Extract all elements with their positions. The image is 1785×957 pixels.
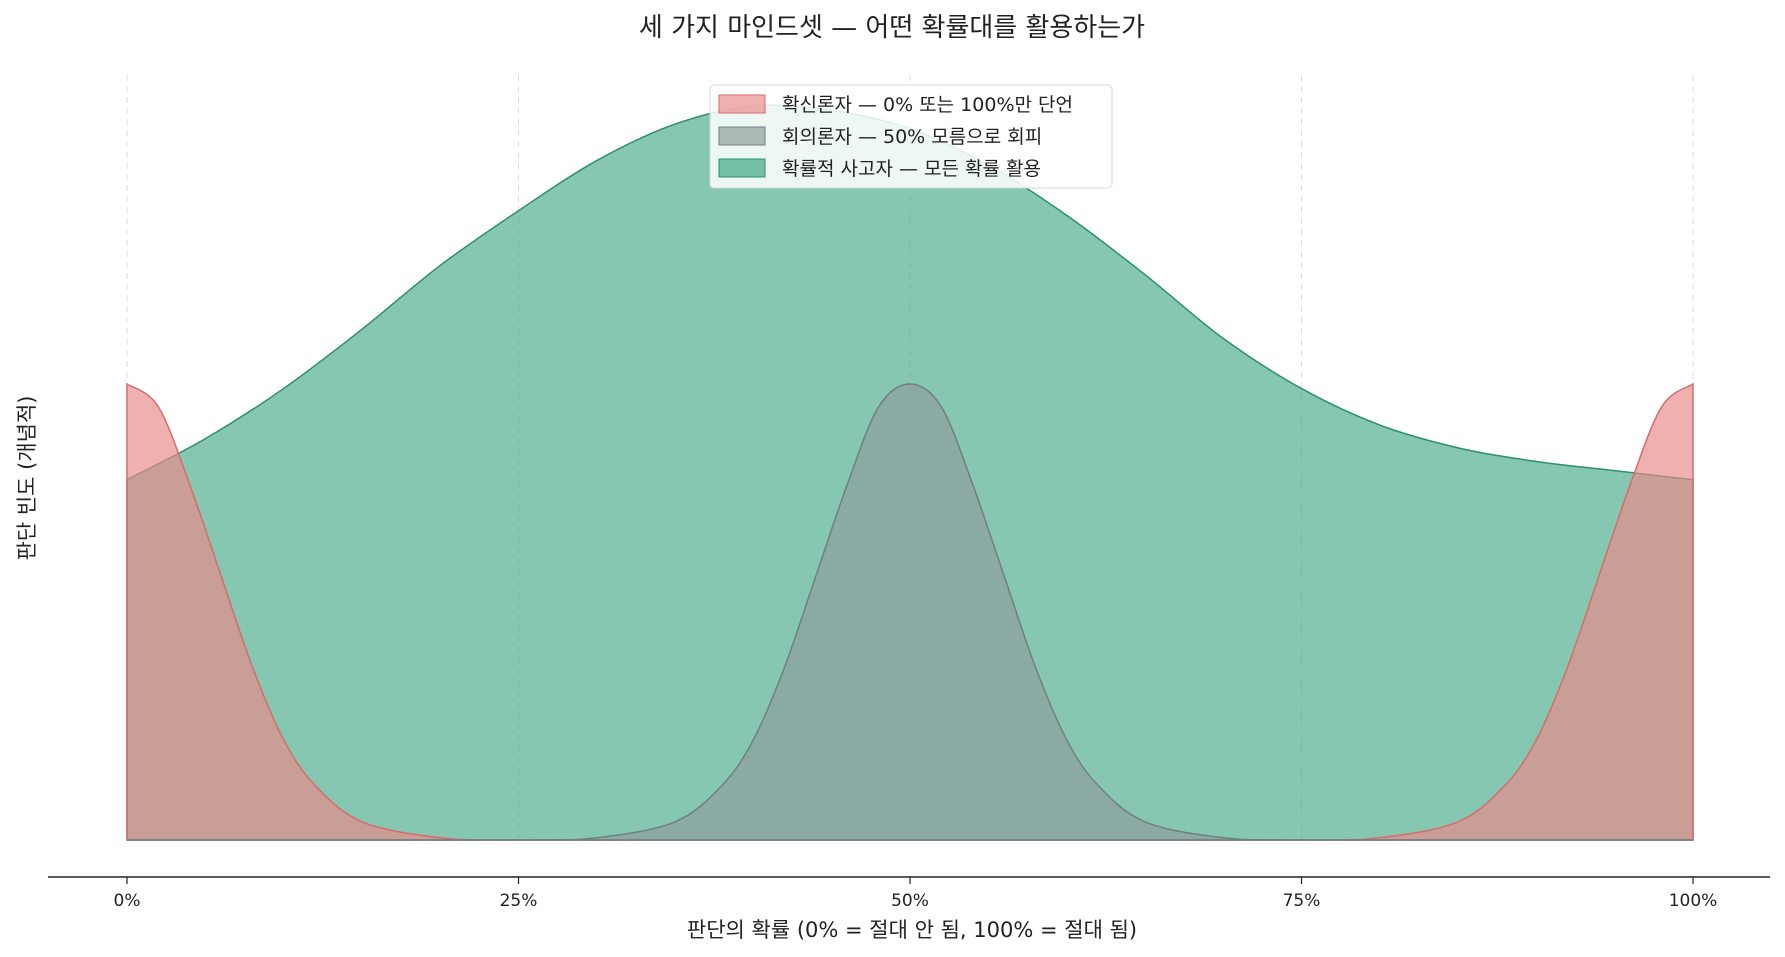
x-tick-label: 75% xyxy=(1283,891,1321,911)
series-areas xyxy=(126,104,1694,841)
legend-label: 확신론자 — 0% 또는 100%만 단언 xyxy=(782,94,1073,116)
legend-swatch xyxy=(718,158,766,178)
legend-label: 확률적 사고자 — 모든 확률 활용 xyxy=(782,158,1041,180)
chart-title: 세 가지 마인드셋 — 어떤 확률대를 활용하는가 xyxy=(639,13,1145,43)
legend-swatch xyxy=(718,126,766,146)
legend-box xyxy=(709,84,1113,189)
series-area-1 xyxy=(126,383,1693,841)
y-axis-label: 판단 빈도 (개념적) xyxy=(15,396,39,561)
x-tick-label: 50% xyxy=(891,891,929,911)
legend-label: 회의론자 — 50% 모름으로 회피 xyxy=(782,126,1042,148)
x-tick-label: 25% xyxy=(500,891,538,911)
x-tick-label: 100% xyxy=(1669,891,1718,911)
x-axis-ticks: 0% 25% 50% 75% 100% xyxy=(114,877,1718,911)
legend-swatch xyxy=(718,94,766,114)
x-tick-label: 0% xyxy=(114,891,141,911)
x-axis-label: 판단의 확률 (0% = 절대 안 됨, 100% = 절대 됨) xyxy=(687,918,1137,942)
